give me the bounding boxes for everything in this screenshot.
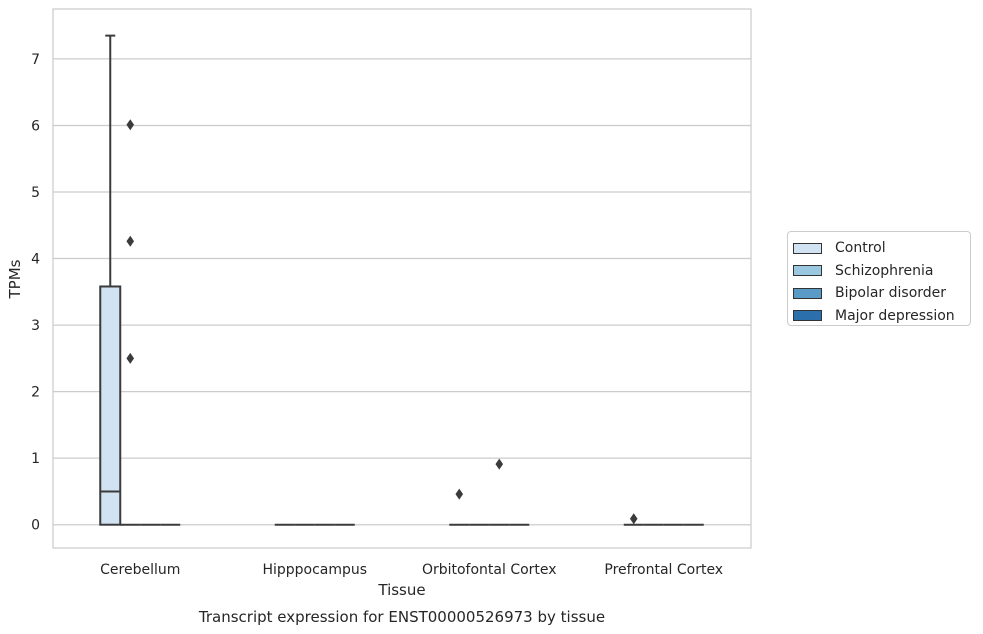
y-tick-labels: 0 1 2 3 4 5 6 7 [31, 52, 40, 534]
outlier-point [629, 513, 638, 525]
x-tick-label-prefrontal-cortex: Prefrontal Cortex [604, 562, 723, 578]
outlier-point [126, 352, 135, 364]
legend-item-control: Control [793, 237, 970, 260]
y-tick-label: 1 [31, 451, 40, 467]
x-tick-label-cerebellum: Cerebellum [100, 562, 180, 578]
x-axis-label: Tissue [377, 581, 425, 599]
legend-item-bipolar-disorder: Bipolar disorder [793, 282, 970, 305]
grid-lines [53, 58, 751, 526]
box-schizophrenia-cerebellum [120, 119, 141, 526]
legend-item-major-depression: Major depression [793, 305, 970, 328]
outlier-point [126, 119, 135, 131]
legend: Control Schizophrenia Bipolar disorder M… [787, 231, 971, 326]
box-control-orbitofontal-cortex [449, 488, 470, 526]
box-body [99, 285, 122, 526]
y-tick-label: 0 [31, 518, 40, 534]
y-tick-label: 4 [31, 252, 40, 268]
outlier-point [126, 235, 135, 247]
legend-item-schizophrenia: Schizophrenia [793, 260, 970, 283]
x-tick-label-hipppocampus: Hipppocampus [262, 562, 367, 578]
legend-swatch-schizophrenia [793, 265, 822, 277]
y-tick-label: 5 [31, 185, 40, 201]
legend-swatch-control [793, 242, 822, 254]
legend-swatch-bipolar-disorder [793, 287, 822, 299]
box-control-prefrontal-cortex [623, 513, 644, 526]
outlier-point [495, 458, 504, 470]
box-marks [99, 34, 704, 526]
legend-swatch-major-depression [793, 310, 822, 322]
outlier-point [455, 488, 464, 500]
legend-label-schizophrenia: Schizophrenia [835, 262, 934, 279]
legend-label-major-depression: Major depression [835, 307, 955, 324]
y-tick-label: 3 [31, 318, 40, 334]
chart-title: Transcript expression for ENST0000052697… [198, 608, 605, 626]
x-tick-label-orbitofontal-cortex: Orbitofontal Cortex [422, 562, 557, 578]
box-control-cerebellum [99, 34, 122, 526]
y-tick-label: 7 [31, 52, 40, 68]
x-tick-labels: Cerebellum Hipppocampus Orbitofontal Corte… [100, 562, 723, 578]
y-tick-label: 6 [31, 118, 40, 134]
y-tick-label: 2 [31, 385, 40, 401]
y-axis-label: TPMs [6, 259, 24, 299]
legend-label-control: Control [835, 240, 886, 257]
legend-label-bipolar-disorder: Bipolar disorder [835, 285, 947, 302]
plot-area-frame [52, 8, 752, 549]
box-bipolar-disorder-orbitofontal-cortex [489, 458, 510, 526]
